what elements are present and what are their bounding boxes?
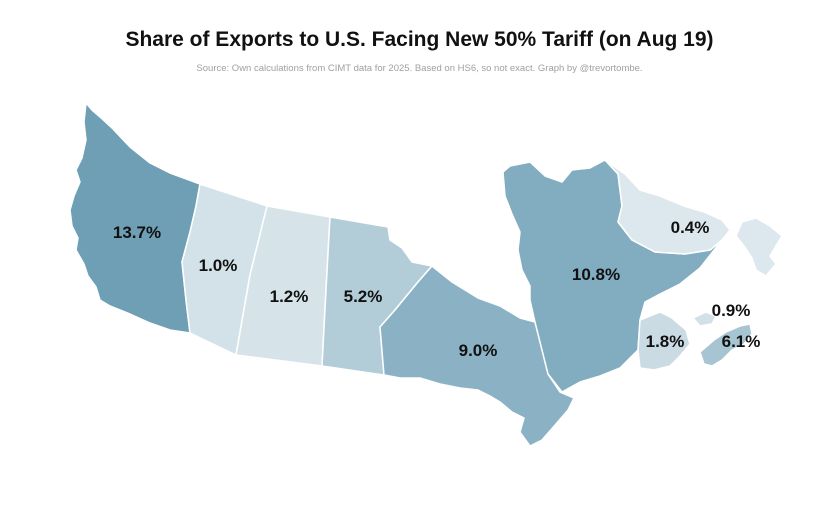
province-nl-labrador: [604, 159, 731, 255]
label-ns: 6.1%: [722, 332, 761, 351]
label-sk: 1.2%: [270, 287, 309, 306]
province-bc: [69, 102, 201, 334]
province-ns: [699, 323, 753, 367]
label-qc: 10.8%: [572, 265, 620, 284]
label-bc: 13.7%: [113, 223, 161, 242]
label-mb: 5.2%: [344, 287, 383, 306]
label-ab: 1.0%: [199, 256, 238, 275]
label-on: 9.0%: [459, 341, 498, 360]
map-subtitle: Source: Own calculations from CIMT data …: [196, 63, 643, 74]
province-pe: [692, 311, 717, 327]
map-title: Share of Exports to U.S. Facing New 50% …: [125, 28, 714, 51]
label-nb: 1.8%: [646, 332, 685, 351]
province-nl-island: [735, 217, 783, 277]
province-qc: [502, 159, 723, 393]
province-nb: [637, 311, 691, 371]
province-on: [379, 265, 575, 447]
label-pe: 0.9%: [712, 301, 751, 320]
label-nl: 0.4%: [671, 218, 710, 237]
